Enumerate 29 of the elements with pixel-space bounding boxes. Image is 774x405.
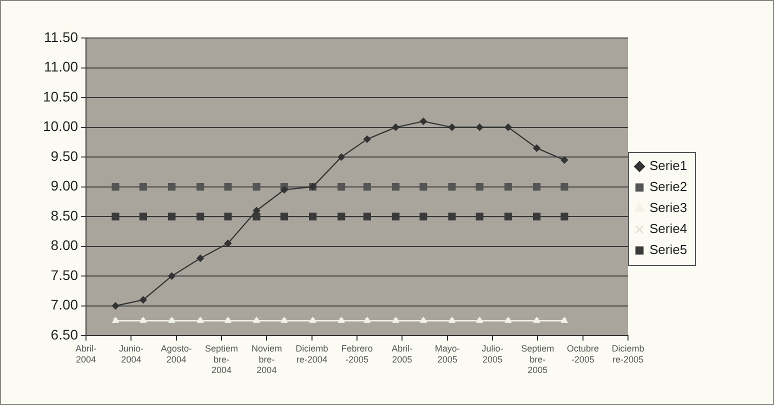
y-tick-label: 7.50 [50, 266, 78, 283]
x-tick-label: Diciembre-2005 [612, 343, 644, 364]
legend-label: Serie3 [650, 200, 688, 216]
y-tick-label: 9.50 [50, 148, 78, 164]
y-tick-label: 11.50 [44, 28, 78, 45]
y-tick-label: 8.00 [50, 237, 78, 254]
y-tick-label: 7.00 [50, 296, 78, 313]
y-tick-label: 10.00 [42, 118, 78, 134]
x-tick-label: Septiembre-2005 [521, 343, 554, 376]
y-tick-label: 9.00 [50, 178, 78, 194]
legend-label: Serie2 [650, 179, 688, 194]
legend-label: Serie5 [650, 242, 688, 258]
x-tick-label: Diciembre-2004 [296, 343, 328, 364]
x-tick-label: Mayo-2005 [434, 343, 460, 364]
legend-label: Serie1 [650, 158, 688, 174]
x-tick-label: Noviembre-2004 [251, 343, 282, 376]
x-tick-label: Julio-2005 [482, 343, 504, 364]
x-tick-label: Octubre-2005 [566, 343, 599, 364]
y-tick-label: 8.50 [50, 207, 78, 224]
x-tick-label: Abril-2004 [76, 343, 97, 364]
legend-label: Serie4 [650, 221, 688, 236]
x-tick-label: Abril-2005 [392, 343, 413, 364]
y-tick-label: 6.50 [50, 326, 78, 342]
y-tick-label: 10.50 [42, 88, 78, 104]
x-tick-label: Septiembre-2004 [205, 343, 238, 376]
x-tick-label: Junio-2004 [118, 343, 144, 364]
x-tick-label: Febrero-2005 [341, 343, 373, 364]
x-tick-label: Agosto-2004 [160, 343, 192, 364]
y-tick-label: 11.00 [44, 58, 78, 75]
